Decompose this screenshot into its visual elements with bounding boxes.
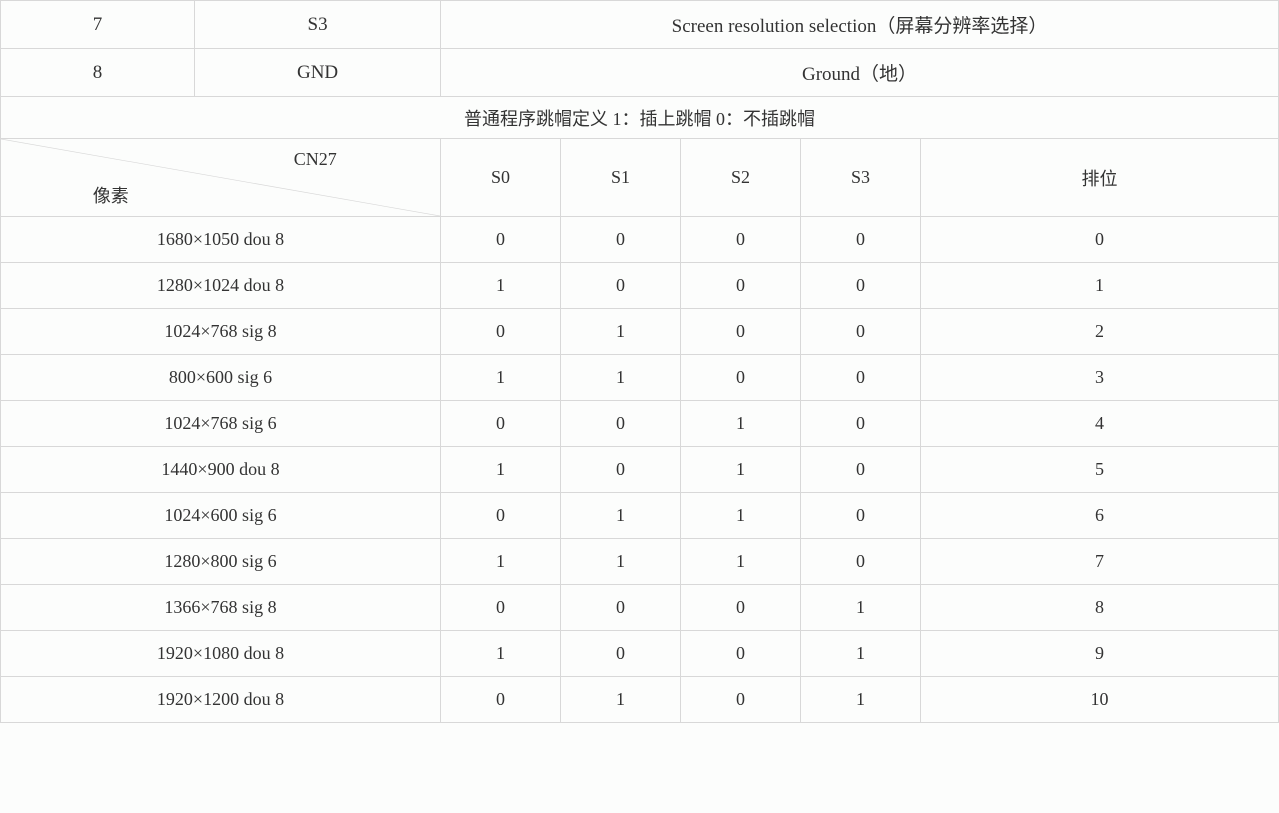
s3-cell: 0 <box>801 355 921 401</box>
pixel-cell: 1280×1024 dou 8 <box>1 263 441 309</box>
table-row: 1024×600 sig 6 0 1 1 0 6 <box>1 493 1279 539</box>
s1-cell: 1 <box>561 677 681 723</box>
s0-cell: 1 <box>441 447 561 493</box>
s2-cell: 0 <box>681 355 801 401</box>
s2-cell: 1 <box>681 539 801 585</box>
diag-header-cell: CN27 像素 <box>1 139 441 217</box>
pixel-cell: 1680×1050 dou 8 <box>1 217 441 263</box>
s3-cell: 0 <box>801 263 921 309</box>
pixel-cell: 1920×1080 dou 8 <box>1 631 441 677</box>
spec-table: 7 S3 Screen resolution selection（屏幕分辨率选择… <box>0 0 1279 723</box>
s0-cell: 0 <box>441 401 561 447</box>
col-header-s2: S2 <box>681 139 801 217</box>
pixel-cell: 1920×1200 dou 8 <box>1 677 441 723</box>
table-row: 1024×768 sig 8 0 1 0 0 2 <box>1 309 1279 355</box>
s1-cell: 0 <box>561 631 681 677</box>
table-row: 1440×900 dou 8 1 0 1 0 5 <box>1 447 1279 493</box>
rank-cell: 5 <box>921 447 1279 493</box>
s0-cell: 1 <box>441 539 561 585</box>
s1-cell: 1 <box>561 493 681 539</box>
s0-cell: 1 <box>441 631 561 677</box>
s1-cell: 1 <box>561 539 681 585</box>
s2-cell: 0 <box>681 309 801 355</box>
diag-top-label: CN27 <box>221 149 411 170</box>
s3-cell: 0 <box>801 217 921 263</box>
rank-cell: 0 <box>921 217 1279 263</box>
table-row: 1680×1050 dou 8 0 0 0 0 0 <box>1 217 1279 263</box>
s2-cell: 0 <box>681 585 801 631</box>
s3-cell: 1 <box>801 631 921 677</box>
s2-cell: 0 <box>681 677 801 723</box>
pin-desc: Ground（地） <box>441 49 1279 97</box>
s3-cell: 0 <box>801 447 921 493</box>
s1-cell: 0 <box>561 401 681 447</box>
pin-name: GND <box>195 49 441 97</box>
rank-cell: 6 <box>921 493 1279 539</box>
s0-cell: 1 <box>441 355 561 401</box>
jumper-title: 普通程序跳帽定义 1：插上跳帽 0：不插跳帽 <box>1 97 1279 139</box>
s0-cell: 0 <box>441 493 561 539</box>
table-row: 1024×768 sig 6 0 0 1 0 4 <box>1 401 1279 447</box>
s3-cell: 1 <box>801 677 921 723</box>
rank-cell: 4 <box>921 401 1279 447</box>
table-row: 1920×1080 dou 8 1 0 0 1 9 <box>1 631 1279 677</box>
pixel-cell: 1024×600 sig 6 <box>1 493 441 539</box>
table-row: 800×600 sig 6 1 1 0 0 3 <box>1 355 1279 401</box>
jumper-title-row: 普通程序跳帽定义 1：插上跳帽 0：不插跳帽 <box>1 97 1279 139</box>
s2-cell: 0 <box>681 263 801 309</box>
s0-cell: 0 <box>441 309 561 355</box>
rank-cell: 9 <box>921 631 1279 677</box>
s1-cell: 0 <box>561 217 681 263</box>
pin-number: 7 <box>1 1 195 49</box>
col-header-s1: S1 <box>561 139 681 217</box>
s0-cell: 0 <box>441 217 561 263</box>
rank-cell: 10 <box>921 677 1279 723</box>
pixel-cell: 1280×800 sig 6 <box>1 539 441 585</box>
s1-cell: 0 <box>561 585 681 631</box>
s2-cell: 1 <box>681 401 801 447</box>
pixel-cell: 1366×768 sig 8 <box>1 585 441 631</box>
s3-cell: 0 <box>801 401 921 447</box>
rank-cell: 8 <box>921 585 1279 631</box>
pixel-cell: 800×600 sig 6 <box>1 355 441 401</box>
s2-cell: 0 <box>681 217 801 263</box>
col-header-s0: S0 <box>441 139 561 217</box>
col-header-s3: S3 <box>801 139 921 217</box>
s3-cell: 0 <box>801 539 921 585</box>
rank-cell: 2 <box>921 309 1279 355</box>
pixel-cell: 1440×900 dou 8 <box>1 447 441 493</box>
s0-cell: 1 <box>441 263 561 309</box>
s1-cell: 0 <box>561 263 681 309</box>
s1-cell: 1 <box>561 309 681 355</box>
s1-cell: 0 <box>561 447 681 493</box>
rank-cell: 3 <box>921 355 1279 401</box>
s3-cell: 0 <box>801 309 921 355</box>
s0-cell: 0 <box>441 585 561 631</box>
diag-bottom-label: 像素 <box>1 182 221 208</box>
pin-row: 7 S3 Screen resolution selection（屏幕分辨率选择… <box>1 1 1279 49</box>
s0-cell: 0 <box>441 677 561 723</box>
pin-row: 8 GND Ground（地） <box>1 49 1279 97</box>
table-row: 1920×1200 dou 8 0 1 0 1 10 <box>1 677 1279 723</box>
pixel-cell: 1024×768 sig 8 <box>1 309 441 355</box>
s3-cell: 0 <box>801 493 921 539</box>
s1-cell: 1 <box>561 355 681 401</box>
s2-cell: 0 <box>681 631 801 677</box>
pin-number: 8 <box>1 49 195 97</box>
table-row: 1280×800 sig 6 1 1 1 0 7 <box>1 539 1279 585</box>
s2-cell: 1 <box>681 493 801 539</box>
resolution-header-row: CN27 像素 S0 S1 S2 S3 排位 <box>1 139 1279 217</box>
pin-name: S3 <box>195 1 441 49</box>
table-row: 1280×1024 dou 8 1 0 0 0 1 <box>1 263 1279 309</box>
pixel-cell: 1024×768 sig 6 <box>1 401 441 447</box>
pin-desc: Screen resolution selection（屏幕分辨率选择） <box>441 1 1279 49</box>
s3-cell: 1 <box>801 585 921 631</box>
rank-cell: 1 <box>921 263 1279 309</box>
table-row: 1366×768 sig 8 0 0 0 1 8 <box>1 585 1279 631</box>
rank-cell: 7 <box>921 539 1279 585</box>
col-header-rank: 排位 <box>921 139 1279 217</box>
s2-cell: 1 <box>681 447 801 493</box>
page: 7 S3 Screen resolution selection（屏幕分辨率选择… <box>0 0 1279 723</box>
